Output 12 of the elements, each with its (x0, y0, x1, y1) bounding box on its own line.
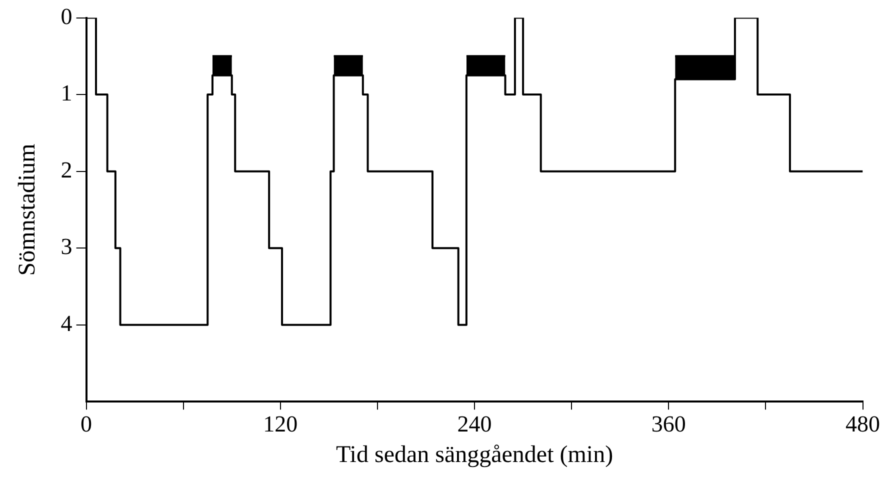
x-tick-label: 0 (80, 411, 92, 436)
y-axis-title: Sömnstadium (14, 143, 41, 276)
x-tick-label: 480 (846, 411, 880, 436)
y-tick-label: 4 (60, 310, 73, 336)
y-tick-label: 0 (60, 4, 72, 29)
x-tick-label: 360 (651, 411, 686, 436)
y-tick-label: 1 (60, 80, 72, 106)
x-tick-label: 240 (457, 411, 492, 436)
x-axis-title: Tid sedan sänggåendet (min) (336, 442, 614, 468)
y-tick-label: 2 (60, 157, 72, 182)
x-tick-label: 120 (263, 411, 298, 436)
y-tick-label: 3 (60, 234, 72, 260)
